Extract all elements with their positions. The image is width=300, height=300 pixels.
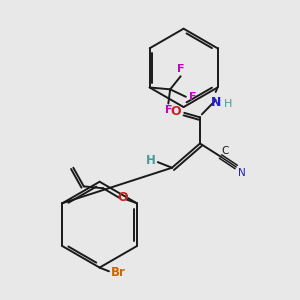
Text: H: H bbox=[146, 154, 156, 167]
Text: F: F bbox=[177, 64, 184, 74]
Text: F: F bbox=[189, 92, 196, 102]
Text: H: H bbox=[224, 99, 232, 109]
Text: O: O bbox=[117, 191, 128, 205]
Text: O: O bbox=[171, 105, 181, 118]
Text: F: F bbox=[165, 105, 172, 116]
Text: Br: Br bbox=[111, 266, 126, 279]
Text: C: C bbox=[221, 146, 229, 156]
Text: N: N bbox=[238, 168, 245, 178]
Text: N: N bbox=[211, 96, 221, 109]
